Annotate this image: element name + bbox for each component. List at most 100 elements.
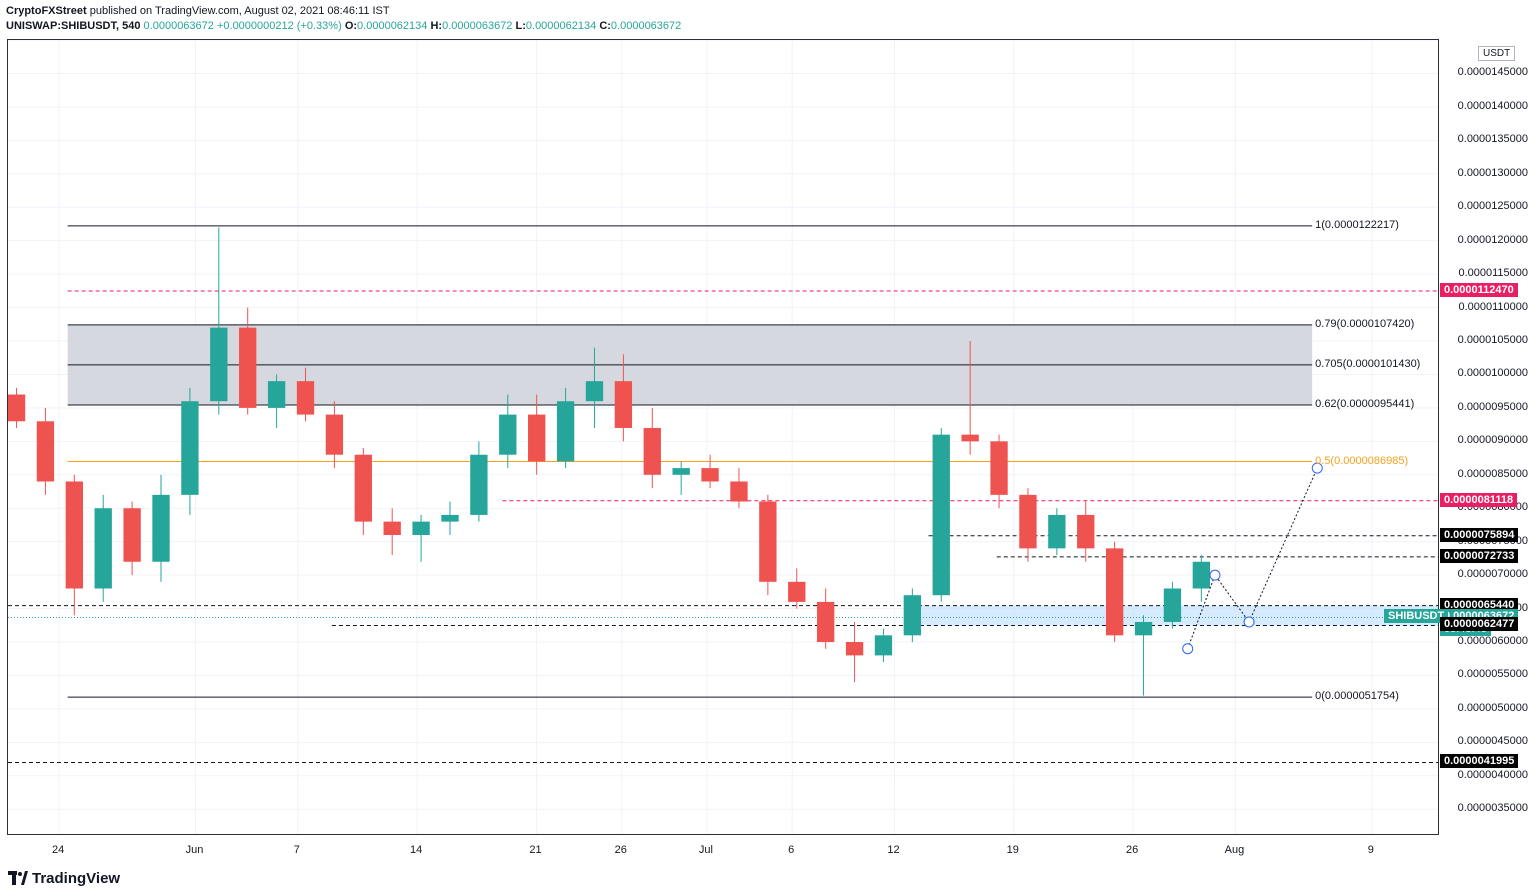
candle-body: [1134, 621, 1153, 636]
candle-body: [1077, 514, 1095, 549]
candle-body: [1163, 588, 1182, 622]
time-tick-label: Aug: [1224, 844, 1245, 856]
candle-body: [1192, 561, 1211, 589]
candle-body: [470, 454, 488, 515]
candle-body: [874, 635, 893, 656]
price-tag: 0.0000112470: [1440, 283, 1518, 298]
price-tick-label: 0.0000125000: [1457, 200, 1528, 213]
price-tag: 0.0000081118: [1440, 492, 1518, 507]
close-value: 0.0000063672: [610, 20, 682, 32]
symbol-price-tag: SHIBUSDT: [1384, 609, 1449, 624]
projection-point: [1182, 643, 1194, 655]
time-tick-label: 12: [887, 844, 900, 856]
fib-level-label: 1(0.0000122217): [1315, 218, 1399, 231]
publish-line: CryptoFXStreet published on TradingView.…: [6, 4, 1526, 19]
price-tick-label: 0.0000130000: [1457, 166, 1528, 179]
price-tick-label: 0.0000090000: [1457, 434, 1528, 447]
candle-body: [181, 401, 199, 495]
candle-body: [788, 581, 806, 602]
published-text: published on TradingView.com, August 02,…: [89, 5, 390, 17]
price-tick-label: 0.0000110000: [1458, 300, 1528, 313]
price-tick-label: 0.0000035000: [1457, 802, 1528, 815]
candle-body: [730, 481, 748, 502]
price-tick-label: 0.0000045000: [1457, 735, 1528, 748]
candle-body: [614, 381, 633, 428]
publisher-name[interactable]: CryptoFXStreet: [6, 5, 87, 17]
candle-body: [556, 401, 575, 462]
open-value: 0.0000062134: [357, 20, 428, 32]
fib-level-label: 0(0.0000051754): [1315, 690, 1399, 703]
time-tick-label: 6: [788, 844, 795, 856]
time-tick-label: 7: [293, 844, 300, 856]
price-tick-label: 0.0000105000: [1457, 334, 1528, 346]
candle-body: [239, 327, 257, 408]
price-tick-label: 0.0000060000: [1457, 635, 1528, 648]
price-tick-label: 0.0000135000: [1457, 133, 1528, 146]
price-tag: 0.0000062477: [1440, 617, 1519, 632]
price-tick-label: 0.0000095000: [1457, 400, 1528, 413]
fib-level-label: 0.62(0.0000095441): [1315, 397, 1415, 410]
candle-body: [210, 327, 228, 402]
candle-body: [152, 494, 170, 562]
candle-body: [1105, 548, 1124, 636]
candle-body: [672, 468, 690, 475]
price-tag: 0.0000075894: [1440, 527, 1519, 542]
price-tick-label: 0.0000085000: [1457, 467, 1528, 480]
candle-body: [903, 595, 922, 636]
candle-body: [990, 441, 1008, 495]
time-tick-label: 24: [52, 844, 65, 856]
candle-body: [94, 508, 112, 589]
candle-body: [65, 481, 83, 589]
price-tick-label: 0.0000050000: [1457, 701, 1528, 714]
candle-body: [528, 414, 546, 462]
projection-point: [1243, 616, 1255, 628]
candle-body: [1019, 494, 1037, 549]
price-tick-label: 0.0000070000: [1457, 568, 1528, 581]
projection-point: [1209, 569, 1221, 581]
price-tick-label: 0.0000115000: [1458, 267, 1528, 280]
fib-level-label: 0.79(0.0000107420): [1315, 317, 1415, 330]
time-tick-label: 26: [1126, 844, 1139, 856]
open-label: O:: [344, 20, 358, 32]
tradingview-logo[interactable]: TradingView: [8, 866, 120, 890]
price-tag: 0.0000072733: [1440, 548, 1519, 563]
price-tag: 0.0000041995: [1440, 754, 1519, 769]
candle-body: [1048, 514, 1066, 549]
price-axis[interactable]: 0.0000145000 0.0000140000 0.0000135000 0.00…: [1440, 39, 1536, 835]
candle-body: [701, 468, 719, 482]
last-price: 0.0000063672: [143, 20, 214, 32]
candle-body: [845, 642, 864, 656]
candle-body: [643, 427, 661, 475]
fib-level-label: 0.5(0.0000086985): [1315, 454, 1409, 467]
high-value: 0.0000063672: [442, 20, 513, 32]
price-tick-label: 0.0000140000: [1457, 99, 1528, 112]
price-tick-label: 0.0000145000: [1457, 66, 1528, 79]
chart-plot-area[interactable]: [7, 39, 1439, 835]
projection-point: [1311, 462, 1323, 474]
candle-body: [383, 521, 401, 535]
tradingview-logo-icon: [8, 871, 28, 885]
price-tick-label: 0.0000100000: [1457, 367, 1528, 380]
low-label: L:: [515, 20, 526, 32]
currency-badge[interactable]: USDT: [1478, 46, 1516, 61]
fib-level-label: 0.705(0.0000101430): [1315, 357, 1421, 370]
time-tick-label: 14: [410, 844, 423, 856]
ohlc-line: UNISWAP:SHIBUSDT, 540 0.0000063672 +0.00…: [6, 19, 1526, 34]
time-axis[interactable]: 24 Jun 7 14 21 26 Jul 6 12 19 26 Aug 9: [7, 836, 1439, 864]
time-tick-label: Jul: [698, 844, 713, 856]
time-tick-label: 21: [529, 844, 542, 856]
time-tick-label: 26: [614, 844, 627, 856]
candle-body: [499, 414, 517, 455]
candle-body: [961, 434, 979, 442]
candle-body: [267, 381, 286, 408]
candle-body: [36, 421, 55, 482]
candlestick-chart[interactable]: [8, 40, 1439, 835]
candle-body: [325, 414, 344, 455]
price-tick-label: 0.0000055000: [1457, 668, 1528, 681]
candle-body: [123, 508, 141, 562]
symbol-label: UNISWAP:SHIBUSDT, 540: [6, 20, 141, 32]
time-tick-label: Jun: [185, 844, 204, 856]
time-tick-label: 19: [1006, 844, 1019, 856]
candle-body: [412, 521, 430, 535]
price-tick-label: 0.0000120000: [1457, 233, 1528, 246]
